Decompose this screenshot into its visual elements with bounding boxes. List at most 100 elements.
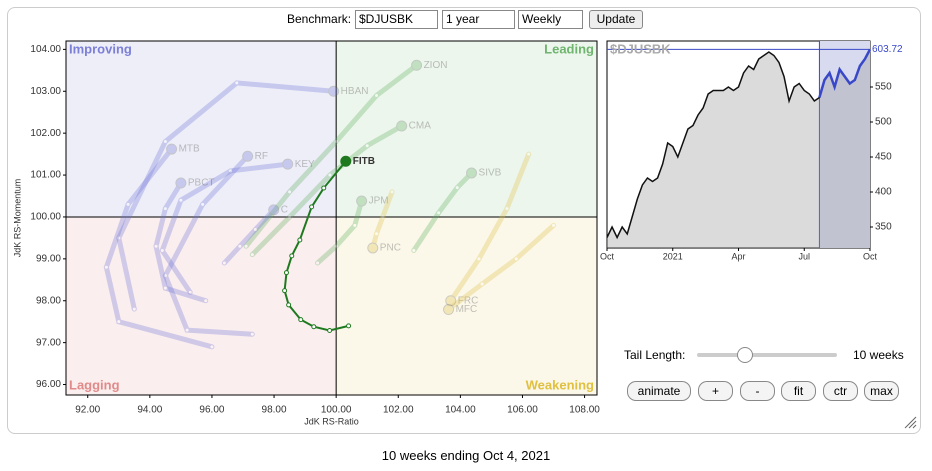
tail-point — [286, 302, 292, 308]
control-button[interactable]: max — [864, 381, 899, 401]
area — [607, 49, 870, 248]
x-tick-label: Oct — [600, 251, 615, 261]
tail — [315, 200, 365, 265]
series: FRC — [445, 151, 532, 307]
head-point — [466, 167, 478, 179]
x-tick-label: Oct — [863, 251, 878, 261]
quadrant — [66, 216, 337, 395]
tail-point — [116, 319, 122, 325]
x-tick-label: 100.00 — [321, 405, 352, 416]
tail-point — [209, 344, 215, 350]
tail-point — [153, 243, 159, 249]
tail-point — [184, 327, 190, 333]
tail-point — [125, 201, 131, 207]
tail-point — [389, 189, 395, 195]
tail-point — [289, 253, 295, 259]
series: CMA — [249, 120, 432, 258]
y-tick-label: 101.00 — [30, 170, 61, 181]
head-point — [396, 120, 408, 132]
tail — [244, 63, 419, 248]
x-tick-label: 92.00 — [75, 405, 100, 416]
control-button[interactable]: + — [698, 381, 733, 401]
tail-point — [131, 306, 137, 312]
tail-slider[interactable] — [697, 353, 837, 357]
tail-point — [234, 80, 240, 86]
quadrant — [336, 216, 597, 395]
series: FITB — [282, 155, 375, 333]
series-label: JPM — [369, 196, 389, 207]
tail-point — [228, 168, 234, 174]
tail-point — [380, 214, 386, 220]
series-label: C — [281, 204, 288, 215]
tail-point — [249, 252, 255, 258]
series-label: PBCT — [188, 178, 215, 189]
y-tick-label: 96.00 — [36, 379, 61, 390]
panel — [7, 7, 921, 434]
series-label: PNC — [380, 243, 401, 254]
y-tick-label: 400 — [875, 187, 892, 198]
control-button[interactable]: animate — [627, 381, 691, 401]
x-tick-label: 108.00 — [569, 405, 600, 416]
tail-point — [479, 281, 485, 287]
chart-title: $DJUSBK — [610, 41, 671, 56]
tail-point — [162, 206, 168, 212]
period-select[interactable]: 1 year — [442, 10, 515, 29]
price-line-recent — [818, 48, 872, 98]
tail-point — [287, 189, 293, 195]
update-button[interactable]: Update — [589, 10, 643, 29]
y-tick-label: 550 — [875, 82, 892, 93]
tail-point — [436, 210, 442, 216]
benchmark-label: Benchmark: — [287, 12, 352, 26]
y-tick-label: 500 — [875, 117, 892, 128]
x-tick-label: 106.00 — [507, 405, 538, 416]
x-tick-label: Jul — [798, 251, 810, 261]
series-label: CMA — [409, 121, 432, 132]
tail-point — [237, 243, 243, 249]
tail — [222, 208, 276, 265]
chart: Improving Leading Lagging Weakening 92.00 94.… — [12, 40, 917, 429]
control-button[interactable]: - — [740, 381, 775, 401]
quadrant — [66, 41, 337, 217]
series-label: ZION — [424, 60, 448, 71]
series: PNC — [367, 189, 401, 254]
series-label: FRC — [458, 295, 479, 306]
tail-point — [454, 185, 460, 191]
x-tick-label: 2021 — [663, 251, 683, 261]
y-tick-label: 104.00 — [30, 44, 61, 55]
tail-point — [327, 327, 333, 333]
tail-point — [327, 172, 333, 178]
tail-point — [374, 92, 380, 98]
tail-point — [298, 317, 304, 323]
tail — [116, 80, 334, 310]
head-point — [411, 59, 423, 71]
head-point — [445, 295, 457, 307]
series-label: HBAN — [341, 86, 369, 97]
x-tick-label: 102.00 — [383, 405, 414, 416]
head-point — [356, 195, 368, 207]
tail-point — [243, 243, 249, 249]
x-axis-title: JdK RS-Ratio — [304, 416, 359, 426]
series-label: KEY — [295, 159, 315, 170]
benchmark-input[interactable]: $DJUSBK — [355, 10, 438, 29]
series: RF — [162, 150, 268, 337]
tail-point — [116, 235, 122, 241]
tail-point — [476, 256, 482, 262]
series: HBAN — [116, 80, 369, 312]
control-button[interactable]: ctr — [823, 381, 858, 401]
y-tick-label: 100.00 — [30, 212, 61, 223]
tail-point — [187, 289, 193, 295]
tail-point — [162, 285, 168, 291]
x-tick-label: 94.00 — [137, 405, 162, 416]
head-point — [175, 177, 187, 189]
slider-thumb[interactable] — [737, 347, 753, 363]
tail-point — [352, 222, 358, 228]
tail-point — [513, 256, 519, 262]
interval-select[interactable]: Weekly — [518, 10, 583, 29]
tail — [103, 147, 213, 350]
tail-point — [333, 139, 339, 145]
resize-handle — [904, 416, 917, 429]
series: KEY — [159, 158, 315, 295]
control-button[interactable]: fit — [781, 381, 816, 401]
series: PBCT — [153, 177, 215, 304]
